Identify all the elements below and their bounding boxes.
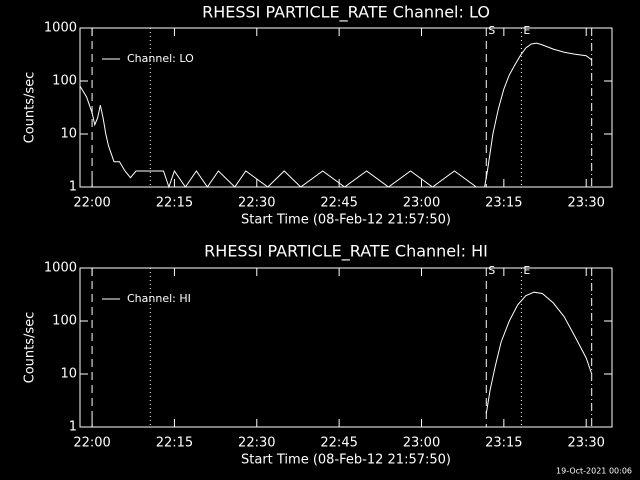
y-tick-label: 100 <box>52 314 77 329</box>
y-axis-label: Counts/sec <box>23 312 38 384</box>
x-tick-label: 22:30 <box>238 436 275 451</box>
y-tick-label: 10 <box>60 127 77 142</box>
chart-title: RHESSI PARTICLE_RATE Channel: HI <box>204 242 488 262</box>
chart-title: RHESSI PARTICLE_RATE Channel: LO <box>202 3 490 23</box>
x-tick-label: 23:00 <box>403 436 440 451</box>
x-axis-label: Start Time (08-Feb-12 21:57:50) <box>241 453 451 468</box>
marker-label: S <box>488 264 495 277</box>
x-tick-label: 23:30 <box>567 196 604 211</box>
x-tick-label: 22:45 <box>320 196 357 211</box>
footer: 19-Oct-2021 00:06 <box>556 467 632 476</box>
x-tick-label: 23:15 <box>485 196 522 211</box>
legend-label: Channel: HI <box>127 292 191 305</box>
y-tick-label: 1 <box>69 420 77 435</box>
x-tick-label: 22:15 <box>156 196 193 211</box>
legend-label: Channel: LO <box>127 52 194 65</box>
x-axis-label: Start Time (08-Feb-12 21:57:50) <box>241 213 451 228</box>
y-tick-label: 1000 <box>44 261 77 276</box>
y-axis-label: Counts/sec <box>23 72 38 144</box>
x-tick-label: 22:15 <box>156 436 193 451</box>
plot-frame <box>79 267 613 428</box>
marker-label: E <box>523 24 530 37</box>
y-tick-label: 1 <box>69 180 77 195</box>
x-tick-label: 23:00 <box>403 196 440 211</box>
x-tick-label: 22:00 <box>73 436 110 451</box>
y-tick-label: 10 <box>60 367 77 382</box>
data-line <box>79 42 593 189</box>
plot-frame <box>79 27 613 188</box>
x-tick-label: 23:15 <box>485 436 522 451</box>
y-tick-label: 100 <box>52 74 77 89</box>
x-tick-label: 22:45 <box>320 436 357 451</box>
marker-label: E <box>523 264 530 277</box>
y-tick-label: 1000 <box>44 21 77 36</box>
marker-label: S <box>488 24 495 37</box>
data-line <box>485 291 593 414</box>
x-tick-label: 22:00 <box>73 196 110 211</box>
x-tick-label: 23:30 <box>567 436 604 451</box>
x-tick-label: 22:30 <box>238 196 275 211</box>
